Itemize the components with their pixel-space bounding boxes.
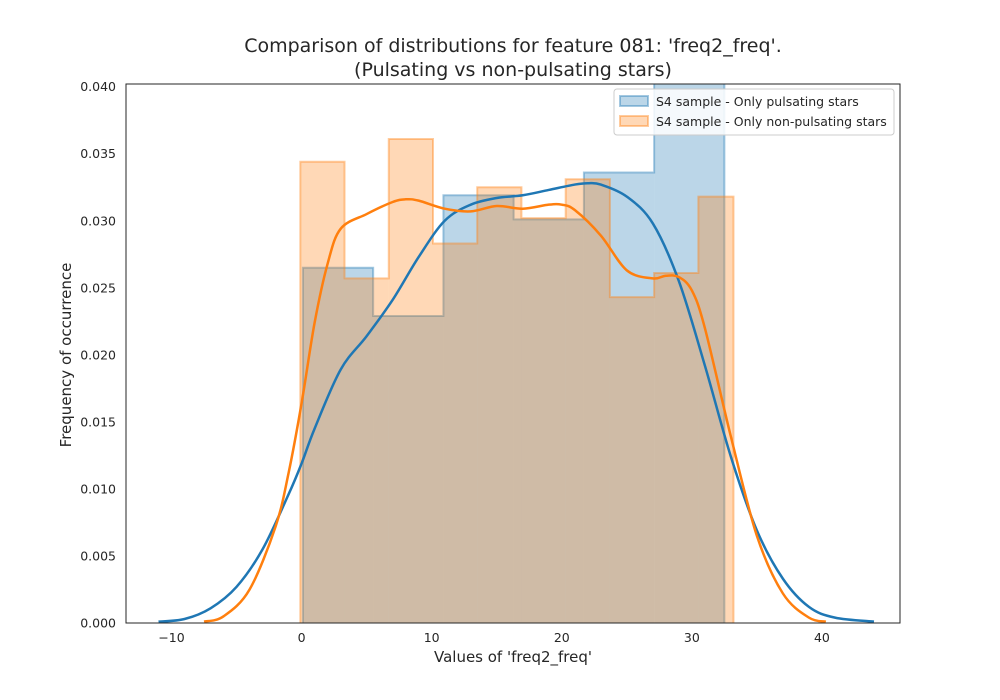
x-tick-label: −10 [158,630,184,645]
histogram-bar [609,297,655,623]
histogram-bar [654,273,699,623]
x-tick-label: 0 [298,630,306,645]
histogram-bar [432,243,478,623]
y-tick-label: 0.040 [80,79,116,94]
kde-line-series-1 [158,181,875,623]
legend-label-series-1: S4 sample - Only pulsating stars [656,94,859,109]
histogram-bar [300,161,345,623]
y-tick-label: 0.020 [80,347,116,362]
legend-box [613,88,895,136]
histogram-bars [299,84,735,623]
x-tick-label: 40 [814,630,830,645]
y-tick-label: 0.010 [80,481,116,496]
x-tick-label: 30 [684,630,700,645]
y-axis-label: Frequency of occurrence [57,263,75,448]
legend-label-series-2: S4 sample - Only non-pulsating stars [656,114,887,129]
y-tick-label: 0.005 [80,548,116,563]
histogram-bar [388,138,433,623]
histogram-bar [344,278,389,623]
y-tick-label: 0.015 [80,414,116,429]
legend-swatch-series-2 [619,115,649,127]
chart-title-line2: (Pulsating vs non-pulsating stars) [354,59,672,81]
histogram-bar [565,179,610,623]
plot-background [126,84,900,623]
x-axis-label: Values of 'freq2_freq' [434,648,592,667]
histogram-bar [477,187,522,623]
histogram-bar [698,196,734,623]
y-tick-label: 0.035 [80,146,116,161]
histogram-bar [513,219,584,623]
histogram-bar [654,84,725,623]
plot-area-background [126,84,900,623]
histogram-bar [373,315,444,623]
y-tick-label: 0.030 [80,213,116,228]
chart-title-line1: Comparison of distributions for feature … [244,35,782,57]
x-tick-label: 10 [424,630,440,645]
x-axis-ticks: −10 0 10 20 30 40 [158,630,830,645]
kde-line-series-2 [203,197,827,623]
y-tick-label: 0.025 [80,280,116,295]
histogram-series-2 [299,137,735,623]
histogram-bar [443,195,514,623]
histogram-series-1 [301,84,726,623]
legend-swatch-series-1 [619,95,649,107]
axes-frame [125,83,901,624]
y-tick-label: 0.000 [80,616,116,631]
legend: S4 sample - Only pulsating stars S4 sampl… [613,88,895,136]
histogram-bar [583,172,655,623]
y-axis-ticks: 0.000 0.005 0.010 0.015 0.020 0.025 0.030 0.035… [80,79,116,630]
kde-curves [158,181,875,623]
plot-frame [125,83,901,624]
x-tick-label: 20 [554,630,570,645]
histogram-bar [521,218,566,623]
